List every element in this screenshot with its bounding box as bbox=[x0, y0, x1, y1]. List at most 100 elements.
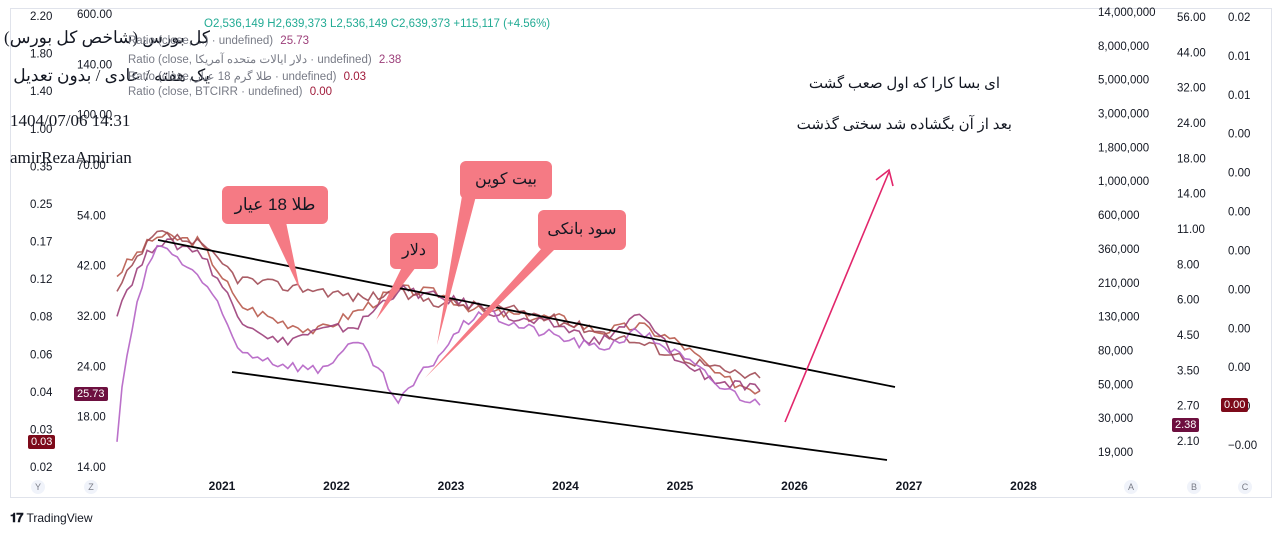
y-axis-tick-9: 0.06 bbox=[30, 349, 52, 361]
y-axis-tick-3: 1.00 bbox=[30, 124, 52, 136]
axis-c-button[interactable]: C bbox=[1238, 480, 1252, 494]
a-axis-tick-11: 50,000 bbox=[1098, 379, 1133, 391]
series-line-2 bbox=[116, 238, 761, 392]
axis-a-labels: 14,000,000 8,000,000 5,000,000 3,000,000 1,8… bbox=[1098, 7, 1156, 459]
callout-bank-label: سود بانکی bbox=[547, 221, 617, 238]
callout-bitcoin-label: بیت کوین bbox=[475, 171, 537, 188]
legend-series-1[interactable]: Ratio (close, ...) · undefined) 25.73 bbox=[128, 35, 309, 47]
a-axis-tick-7: 360,000 bbox=[1098, 244, 1140, 256]
y-axis-tick-6: 0.17 bbox=[30, 237, 52, 249]
callout-gold-tail bbox=[268, 222, 300, 290]
legend-series-1-name: Ratio (close, ...) · undefined) bbox=[128, 35, 274, 47]
tradingview-logo[interactable]: 𝟏𝟕 TradingView bbox=[10, 510, 93, 526]
tradingview-brand: TradingView bbox=[26, 511, 93, 525]
tradingview-logo-icon: 𝟏𝟕 bbox=[10, 510, 24, 525]
b-axis-tick-12: 2.10 bbox=[1177, 436, 1199, 448]
legend-series-3-value: 0.03 bbox=[343, 71, 367, 83]
trendline-upper bbox=[157, 239, 896, 388]
legend-series-4[interactable]: Ratio (close, BTCIRR · undefined) 0.00 bbox=[128, 86, 332, 98]
z-axis-tick-6: 32.00 bbox=[77, 311, 106, 323]
callout-bank-tail bbox=[425, 248, 556, 378]
a-axis-tick-12: 30,000 bbox=[1098, 413, 1133, 425]
a-axis-tick-5: 1,000,000 bbox=[1098, 176, 1149, 188]
y-axis-price-tag: 0.03 bbox=[28, 435, 56, 449]
arrow-shaft bbox=[784, 171, 890, 423]
axis-a-button[interactable]: A bbox=[1124, 480, 1138, 494]
x-tick-2022: 2022 bbox=[323, 479, 350, 493]
arrow-head bbox=[875, 168, 894, 187]
a-axis-tick-0: 14,000,000 bbox=[1098, 7, 1156, 19]
x-tick-2025: 2025 bbox=[667, 479, 694, 493]
a-axis-tick-4: 1,800,000 bbox=[1098, 142, 1149, 154]
chart-frame bbox=[10, 8, 1272, 498]
x-axis-labels: 2021 2022 2023 2024 2025 2026 2027 2028 bbox=[209, 479, 1038, 493]
callout-gold[interactable]: طلا 18 عیار bbox=[222, 186, 328, 224]
legend-series-2-name: Ratio (close, دلار ایالات متحده آمریکا ·… bbox=[128, 54, 372, 66]
b-axis-tick-6: 11.00 bbox=[1177, 224, 1205, 236]
b-axis-tick-0: 56.00 bbox=[1177, 12, 1206, 24]
a-axis-tick-6: 600,000 bbox=[1098, 210, 1140, 222]
a-axis-tick-3: 3,000,000 bbox=[1098, 109, 1149, 121]
axis-z-labels: 600.00 140.00 100.00 70.00 54.00 42.00 32.00 24… bbox=[77, 9, 112, 474]
c-axis-tick-4: 0.00 bbox=[1228, 168, 1250, 180]
y-axis-tick-2: 1.40 bbox=[30, 86, 52, 98]
z-axis-tick-1: 140.00 bbox=[77, 59, 112, 71]
b-axis-price-tag: 2.38 bbox=[1172, 418, 1200, 432]
c-axis-tick-7: 0.00 bbox=[1228, 284, 1250, 296]
poem-line-2[interactable]: بعد از آن بگشاده شد سختی گذشت bbox=[796, 117, 1012, 133]
legend-series-3-name: Ratio (close, طلا گرم 18 عیار · undefine… bbox=[128, 71, 337, 83]
up-arrow-drawing bbox=[784, 168, 894, 423]
a-axis-tick-8: 210,000 bbox=[1098, 278, 1140, 290]
a-axis-tick-2: 5,000,000 bbox=[1098, 75, 1149, 87]
y-axis-tick-1: 1.80 bbox=[30, 49, 52, 61]
callout-bitcoin[interactable]: بیت کوین bbox=[460, 161, 552, 199]
legend-series-1-value: 25.73 bbox=[280, 35, 310, 47]
axis-z-button[interactable]: Z bbox=[84, 480, 98, 494]
z-axis-price-tag: 25.73 bbox=[74, 387, 108, 401]
chart-author: amirRezaAmirian bbox=[10, 148, 132, 167]
callout-dollar[interactable]: دلار bbox=[390, 233, 438, 269]
callout-bitcoin-tail bbox=[437, 196, 476, 345]
z-axis-tick-9: 14.00 bbox=[77, 462, 106, 474]
axis-c-labels: 0.02 0.01 0.01 0.00 0.00 0.00 0.00 0.00 0.00 0.00… bbox=[1228, 12, 1257, 452]
c-axis-tick-1: 0.01 bbox=[1228, 51, 1250, 63]
a-axis-tick-9: 130,000 bbox=[1098, 312, 1140, 324]
z-axis-tick-4: 54.00 bbox=[77, 210, 106, 222]
c-axis-tick-6: 0.00 bbox=[1228, 245, 1250, 257]
b-axis-tick-4: 18.00 bbox=[1177, 153, 1206, 165]
callout-shapes bbox=[268, 196, 556, 378]
axis-b-button[interactable]: B bbox=[1187, 480, 1201, 494]
legend-series-2[interactable]: Ratio (close, دلار ایالات متحده آمریکا ·… bbox=[128, 52, 401, 66]
y-axis-tick-0: 2.20 bbox=[30, 11, 52, 23]
b-axis-tick-7: 8.00 bbox=[1177, 259, 1199, 271]
chart-title: کل بورس (شاخص کل بورس) bbox=[4, 28, 210, 47]
c-axis-price-tag: 0.00 bbox=[1221, 398, 1249, 412]
y-axis-tick-12: 0.02 bbox=[30, 462, 52, 474]
y-axis-tick-10: 0.04 bbox=[30, 387, 53, 399]
trendlines bbox=[157, 239, 896, 461]
axis-b-labels: 56.00 44.00 32.00 24.00 18.00 14.00 11.00 8.00 6… bbox=[1177, 12, 1206, 448]
legend-series-2-value: 2.38 bbox=[378, 54, 402, 66]
x-tick-2024: 2024 bbox=[552, 479, 579, 493]
c-axis-tick-2: 0.01 bbox=[1228, 90, 1250, 102]
z-axis-tick-2: 100.00 bbox=[77, 110, 112, 122]
axis-y-labels: 2.20 1.80 1.40 1.00 0.35 0.25 0.17 0.12 0.08 0.06… bbox=[30, 11, 53, 474]
callout-bank[interactable]: سود بانکی bbox=[538, 210, 626, 250]
series-line-1 bbox=[116, 231, 761, 395]
axis-y-button[interactable]: Y bbox=[31, 480, 45, 494]
y-axis-tick-4: 0.35 bbox=[30, 161, 52, 173]
a-axis-tick-10: 80,000 bbox=[1098, 345, 1133, 357]
c-axis-tick-11: −0.00 bbox=[1228, 440, 1257, 452]
c-axis-tick-0: 0.02 bbox=[1228, 12, 1250, 24]
b-axis-tick-10: 3.50 bbox=[1177, 365, 1199, 377]
b-axis-tick-2: 32.00 bbox=[1177, 83, 1206, 95]
y-axis-tick-8: 0.08 bbox=[30, 312, 52, 324]
poem-line-1[interactable]: ای بسا کارا که اول صعب گشت bbox=[808, 76, 1000, 92]
b-axis-tick-3: 24.00 bbox=[1177, 118, 1206, 130]
ohlc-legend: O2,536,149 H2,639,373 L2,536,149 C2,639,… bbox=[204, 18, 551, 30]
a-axis-tick-13: 19,000 bbox=[1098, 447, 1133, 459]
legend-series-3[interactable]: Ratio (close, طلا گرم 18 عیار · undefine… bbox=[128, 69, 366, 83]
x-tick-2023: 2023 bbox=[438, 479, 465, 493]
y-axis-tick-5: 0.25 bbox=[30, 199, 52, 211]
